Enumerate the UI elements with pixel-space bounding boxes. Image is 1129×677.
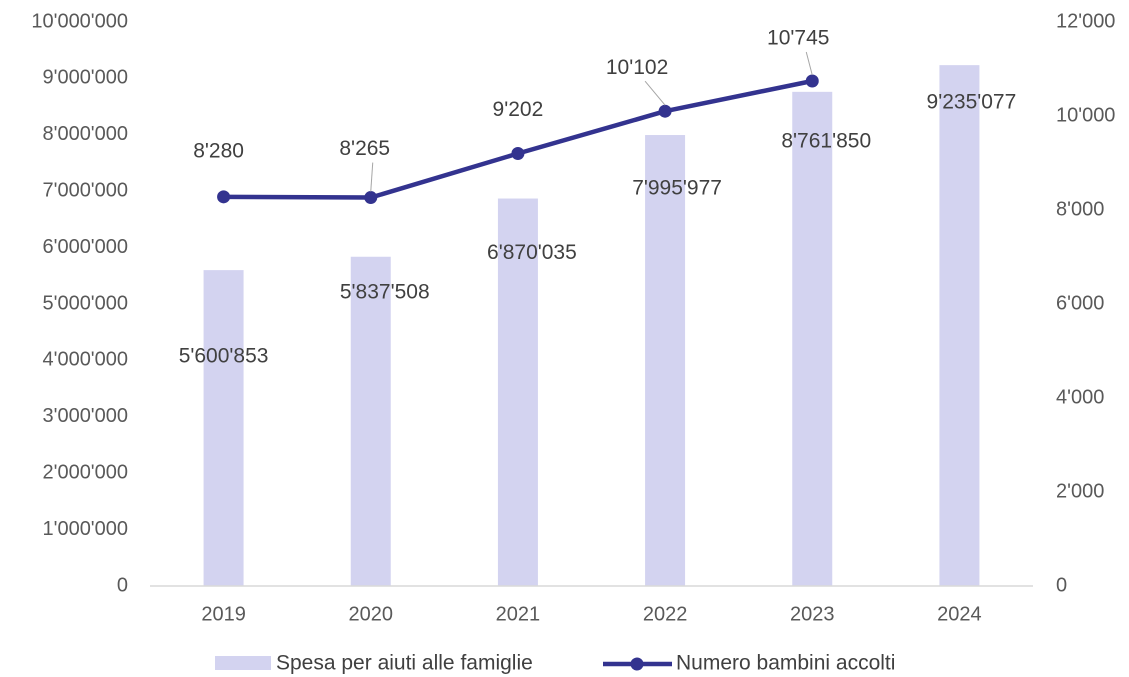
right-axis: 0 2'000 4'000 6'000 8'000 10'000 12'000 (1056, 10, 1115, 596)
legend-marker-line (630, 657, 644, 671)
bar (350, 256, 391, 586)
x-axis-tick-label: 2021 (496, 603, 541, 625)
bar (939, 65, 980, 586)
left-axis-tick-label: 7'000'000 (43, 179, 129, 201)
line-data-labels: 8'280 8'265 9'202 10'102 10'745 (193, 27, 829, 192)
right-axis-tick-label: 2'000 (1056, 480, 1104, 502)
left-axis-tick-label: 3'000'000 (43, 405, 129, 427)
legend: Spesa per aiuti alle famiglie Numero bam… (215, 652, 895, 675)
bar-data-label: 7'995'977 (632, 177, 722, 200)
left-axis-tick-label: 4'000'000 (43, 349, 129, 371)
bar-data-label: 6'870'035 (487, 241, 577, 264)
left-axis-tick-label: 0 (117, 574, 128, 596)
left-axis-tick-label: 1'000'000 (43, 518, 129, 540)
bar (497, 198, 538, 586)
line-data-label: 8'265 (339, 137, 390, 160)
bar-data-label: 9'235'077 (927, 91, 1017, 114)
bar (645, 135, 686, 586)
line-data-label: 10'102 (606, 56, 668, 79)
line-data-label: 9'202 (493, 98, 544, 121)
leader-line (644, 80, 666, 106)
line-point (805, 74, 819, 88)
right-axis-tick-label: 8'000 (1056, 198, 1104, 220)
left-axis-tick-label: 8'000'000 (43, 123, 129, 145)
bar-data-label: 8'761'850 (781, 129, 871, 152)
leader-line (805, 51, 813, 76)
legend-label-line: Numero bambini accolti (676, 652, 895, 675)
right-axis-tick-label: 6'000 (1056, 292, 1104, 314)
x-axis-tick-label: 2022 (643, 603, 688, 625)
left-axis: 0 1'000'000 2'000'000 3'000'000 4'000'000 5'0… (31, 10, 128, 596)
x-axis: 2019 2020 2021 2022 2023 2024 (201, 603, 981, 625)
right-axis-tick-label: 4'000 (1056, 386, 1104, 408)
left-axis-tick-label: 9'000'000 (43, 67, 129, 89)
right-axis-tick-label: 0 (1056, 574, 1067, 596)
bar-data-label: 5'600'853 (179, 345, 269, 368)
bar (792, 91, 833, 586)
line-data-label: 8'280 (193, 139, 244, 162)
bar (203, 270, 244, 586)
legend-label-bars: Spesa per aiuti alle famiglie (276, 652, 533, 675)
x-axis-tick-label: 2024 (937, 603, 982, 625)
left-axis-tick-label: 2'000'000 (43, 461, 129, 483)
line-point (217, 190, 231, 204)
bar-data-labels: 5'600'853 5'837'508 6'870'035 7'995'977 8'76… (179, 91, 1017, 368)
line-data-label: 10'745 (767, 27, 829, 50)
x-axis-tick-label: 2020 (349, 603, 394, 625)
left-axis-tick-label: 6'000'000 (43, 236, 129, 258)
x-axis-tick-label: 2023 (790, 603, 835, 625)
leader-line (370, 162, 374, 192)
left-axis-tick-label: 5'000'000 (43, 292, 129, 314)
line-series (217, 74, 819, 205)
x-axis-tick-label: 2019 (201, 603, 246, 625)
right-axis-tick-label: 10'000 (1056, 104, 1115, 126)
line-point (511, 147, 525, 161)
bar-series (203, 65, 980, 586)
bar-data-label: 5'837'508 (340, 280, 430, 303)
line-point (364, 191, 378, 205)
right-axis-tick-label: 12'000 (1056, 10, 1115, 32)
line-point (658, 104, 672, 118)
left-axis-tick-label: 10'000'000 (31, 10, 128, 32)
legend-swatch-bars (215, 656, 271, 670)
